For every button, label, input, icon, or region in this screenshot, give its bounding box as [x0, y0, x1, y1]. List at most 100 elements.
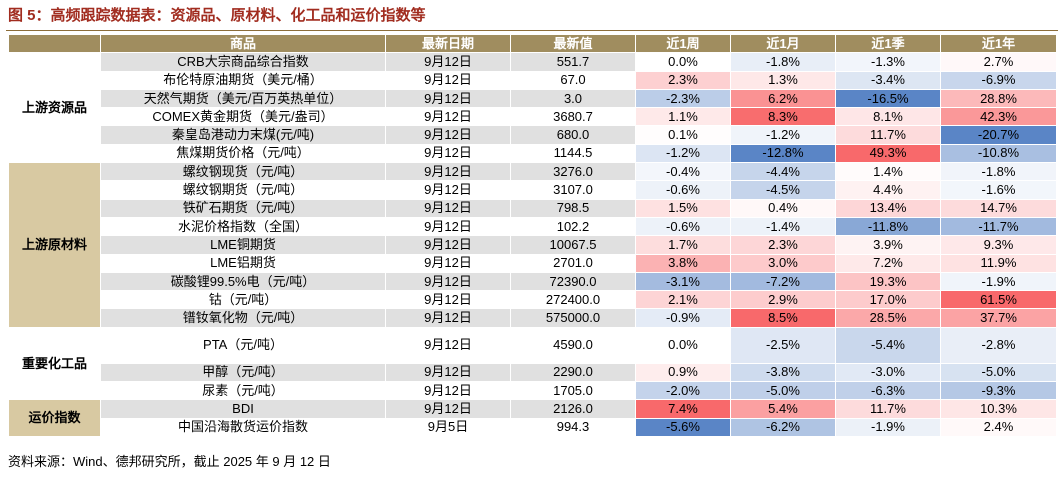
- change-cell: -1.2%: [635, 143, 731, 164]
- group-label: 上游原材料: [8, 162, 101, 328]
- date-cell: 9月12日: [385, 52, 511, 72]
- date-cell: 9月5日: [385, 417, 511, 437]
- value-cell: 4590.0: [510, 326, 636, 364]
- change-cell: -0.6%: [635, 180, 731, 200]
- change-cell: 0.0%: [635, 52, 731, 72]
- header-cell: 商品: [100, 33, 386, 54]
- title: 图 5：高频跟踪数据表：资源品、原材料、化工品和运价指数等: [8, 7, 426, 24]
- item-name: 螺纹钢现货（元/吨）: [100, 162, 386, 182]
- group-label: 运价指数: [8, 399, 101, 437]
- value-cell: 2701.0: [510, 253, 636, 273]
- table-row: 镨钕氧化物（元/吨） 9月12日 575000.0 -0.9% 8.5% 28.5% 37.…: [9, 308, 1057, 328]
- change-cell: 2.1%: [635, 290, 731, 310]
- date-cell: 9月12日: [385, 198, 511, 218]
- change-cell: -6.2%: [730, 417, 836, 437]
- change-cell: 1.3%: [730, 70, 836, 90]
- date-cell: 9月12日: [385, 290, 511, 310]
- table-row: 水泥价格指数（全国） 9月12日 102.2 -0.6% -1.4% -11.8% -11.…: [9, 216, 1057, 237]
- title-rule: [6, 30, 1058, 31]
- change-cell: -3.8%: [730, 362, 836, 383]
- change-cell: 14.7%: [940, 198, 1057, 218]
- change-cell: 0.0%: [635, 326, 731, 364]
- change-cell: -11.7%: [940, 216, 1057, 237]
- item-name: 水泥价格指数（全国）: [100, 216, 386, 237]
- header-row: 商品 最新日期 最新值 近1周 近1月 近1季 近1年: [8, 33, 1057, 54]
- item-name: CRB大宗商品综合指数: [100, 52, 386, 72]
- value-cell: 1144.5: [510, 143, 636, 164]
- change-cell: -16.5%: [835, 88, 941, 109]
- value-cell: 575000.0: [510, 308, 636, 328]
- header-cell: 近1年: [940, 33, 1057, 54]
- date-cell: 9月12日: [385, 180, 511, 200]
- date-cell: 9月12日: [385, 88, 511, 109]
- change-cell: -2.8%: [940, 326, 1057, 364]
- change-cell: -3.1%: [635, 271, 731, 292]
- change-cell: 42.3%: [940, 107, 1057, 127]
- table-row: 布伦特原油期货（美元/桶） 9月12日 67.0 2.3% 1.3% -3.4% -6.9%: [9, 70, 1057, 90]
- change-cell: -1.8%: [940, 162, 1057, 182]
- change-cell: -5.0%: [730, 381, 836, 401]
- table-row: 运价指数 BDI 9月12日 2126.0 7.4% 5.4% 11.7% 10.3%: [8, 399, 1057, 437]
- item-name: 尿素（元/吨）: [100, 381, 386, 401]
- item-name: LME铝期货: [100, 253, 386, 273]
- change-cell: -20.7%: [940, 125, 1057, 145]
- change-cell: -12.8%: [730, 143, 836, 164]
- value-cell: 1705.0: [510, 381, 636, 401]
- change-cell: 17.0%: [835, 290, 941, 310]
- value-cell: 3.0: [510, 88, 636, 109]
- table-row: 焦煤期货价格（元/吨） 9月12日 1144.5 -1.2% -12.8% 49.3% -1…: [9, 143, 1057, 164]
- change-cell: -3.0%: [835, 362, 941, 383]
- item-name: 铁矿石期货（元/吨）: [100, 198, 386, 218]
- date-cell: 9月12日: [385, 308, 511, 328]
- item-name: 钴（元/吨）: [100, 290, 386, 310]
- source-note: 资料来源：Wind、德邦研究所，截止 2025 年 9 月 12 日: [8, 454, 331, 469]
- header-cell: 最新日期: [385, 33, 511, 54]
- change-cell: -7.2%: [730, 271, 836, 292]
- change-cell: 0.4%: [730, 198, 836, 218]
- change-cell: 3.0%: [730, 253, 836, 273]
- change-cell: 2.3%: [730, 235, 836, 255]
- change-cell: -0.6%: [635, 216, 731, 237]
- date-cell: 9月12日: [385, 362, 511, 383]
- value-cell: 3276.0: [510, 162, 636, 182]
- date-cell: 9月12日: [385, 326, 511, 364]
- header-cell: 近1周: [635, 33, 731, 54]
- data-table: 商品 最新日期 最新值 近1周 近1月 近1季 近1年 上游资源品 CRB大宗商品综合指数 9月…: [8, 33, 1057, 437]
- change-cell: 13.4%: [835, 198, 941, 218]
- value-cell: 680.0: [510, 125, 636, 145]
- change-cell: -1.2%: [730, 125, 836, 145]
- change-cell: 8.1%: [835, 107, 941, 127]
- table-row: LME铜期货 9月12日 10067.5 1.7% 2.3% 3.9% 9.3%: [9, 235, 1057, 255]
- change-cell: -4.5%: [730, 180, 836, 200]
- change-cell: -0.9%: [635, 308, 731, 328]
- value-cell: 102.2: [510, 216, 636, 237]
- value-cell: 67.0: [510, 70, 636, 90]
- change-cell: -3.4%: [835, 70, 941, 90]
- table-row: 钴（元/吨） 9月12日 272400.0 2.1% 2.9% 17.0% 61.5%: [9, 290, 1057, 310]
- change-cell: 10.3%: [940, 399, 1057, 419]
- date-cell: 9月12日: [385, 235, 511, 255]
- change-cell: -1.9%: [940, 271, 1057, 292]
- change-cell: 28.8%: [940, 88, 1057, 109]
- item-name: LME铜期货: [100, 235, 386, 255]
- table-row: COMEX黄金期货（美元/盎司） 9月12日 3680.7 1.1% 8.3% 8.1% 4…: [9, 107, 1057, 127]
- change-cell: -2.0%: [635, 381, 731, 401]
- group-label: 重要化工品: [8, 326, 101, 401]
- table-row: 中国沿海散货运价指数 9月5日 994.3 -5.6% -6.2% -1.9% 2.4%: [9, 417, 1057, 437]
- change-cell: -1.6%: [940, 180, 1057, 200]
- header-cell: 近1月: [730, 33, 836, 54]
- change-cell: 1.7%: [635, 235, 731, 255]
- change-cell: -6.3%: [835, 381, 941, 401]
- value-cell: 3680.7: [510, 107, 636, 127]
- date-cell: 9月12日: [385, 271, 511, 292]
- change-cell: 7.4%: [635, 399, 731, 419]
- table-row: 秦皇岛港动力末煤(元/吨) 9月12日 680.0 0.1% -1.2% 11.7% -20…: [9, 125, 1057, 145]
- change-cell: 61.5%: [940, 290, 1057, 310]
- change-cell: 6.2%: [730, 88, 836, 109]
- date-cell: 9月12日: [385, 143, 511, 164]
- change-cell: 2.4%: [940, 417, 1057, 437]
- change-cell: -5.6%: [635, 417, 731, 437]
- item-name: PTA（元/吨）: [100, 326, 386, 364]
- change-cell: -1.8%: [730, 52, 836, 72]
